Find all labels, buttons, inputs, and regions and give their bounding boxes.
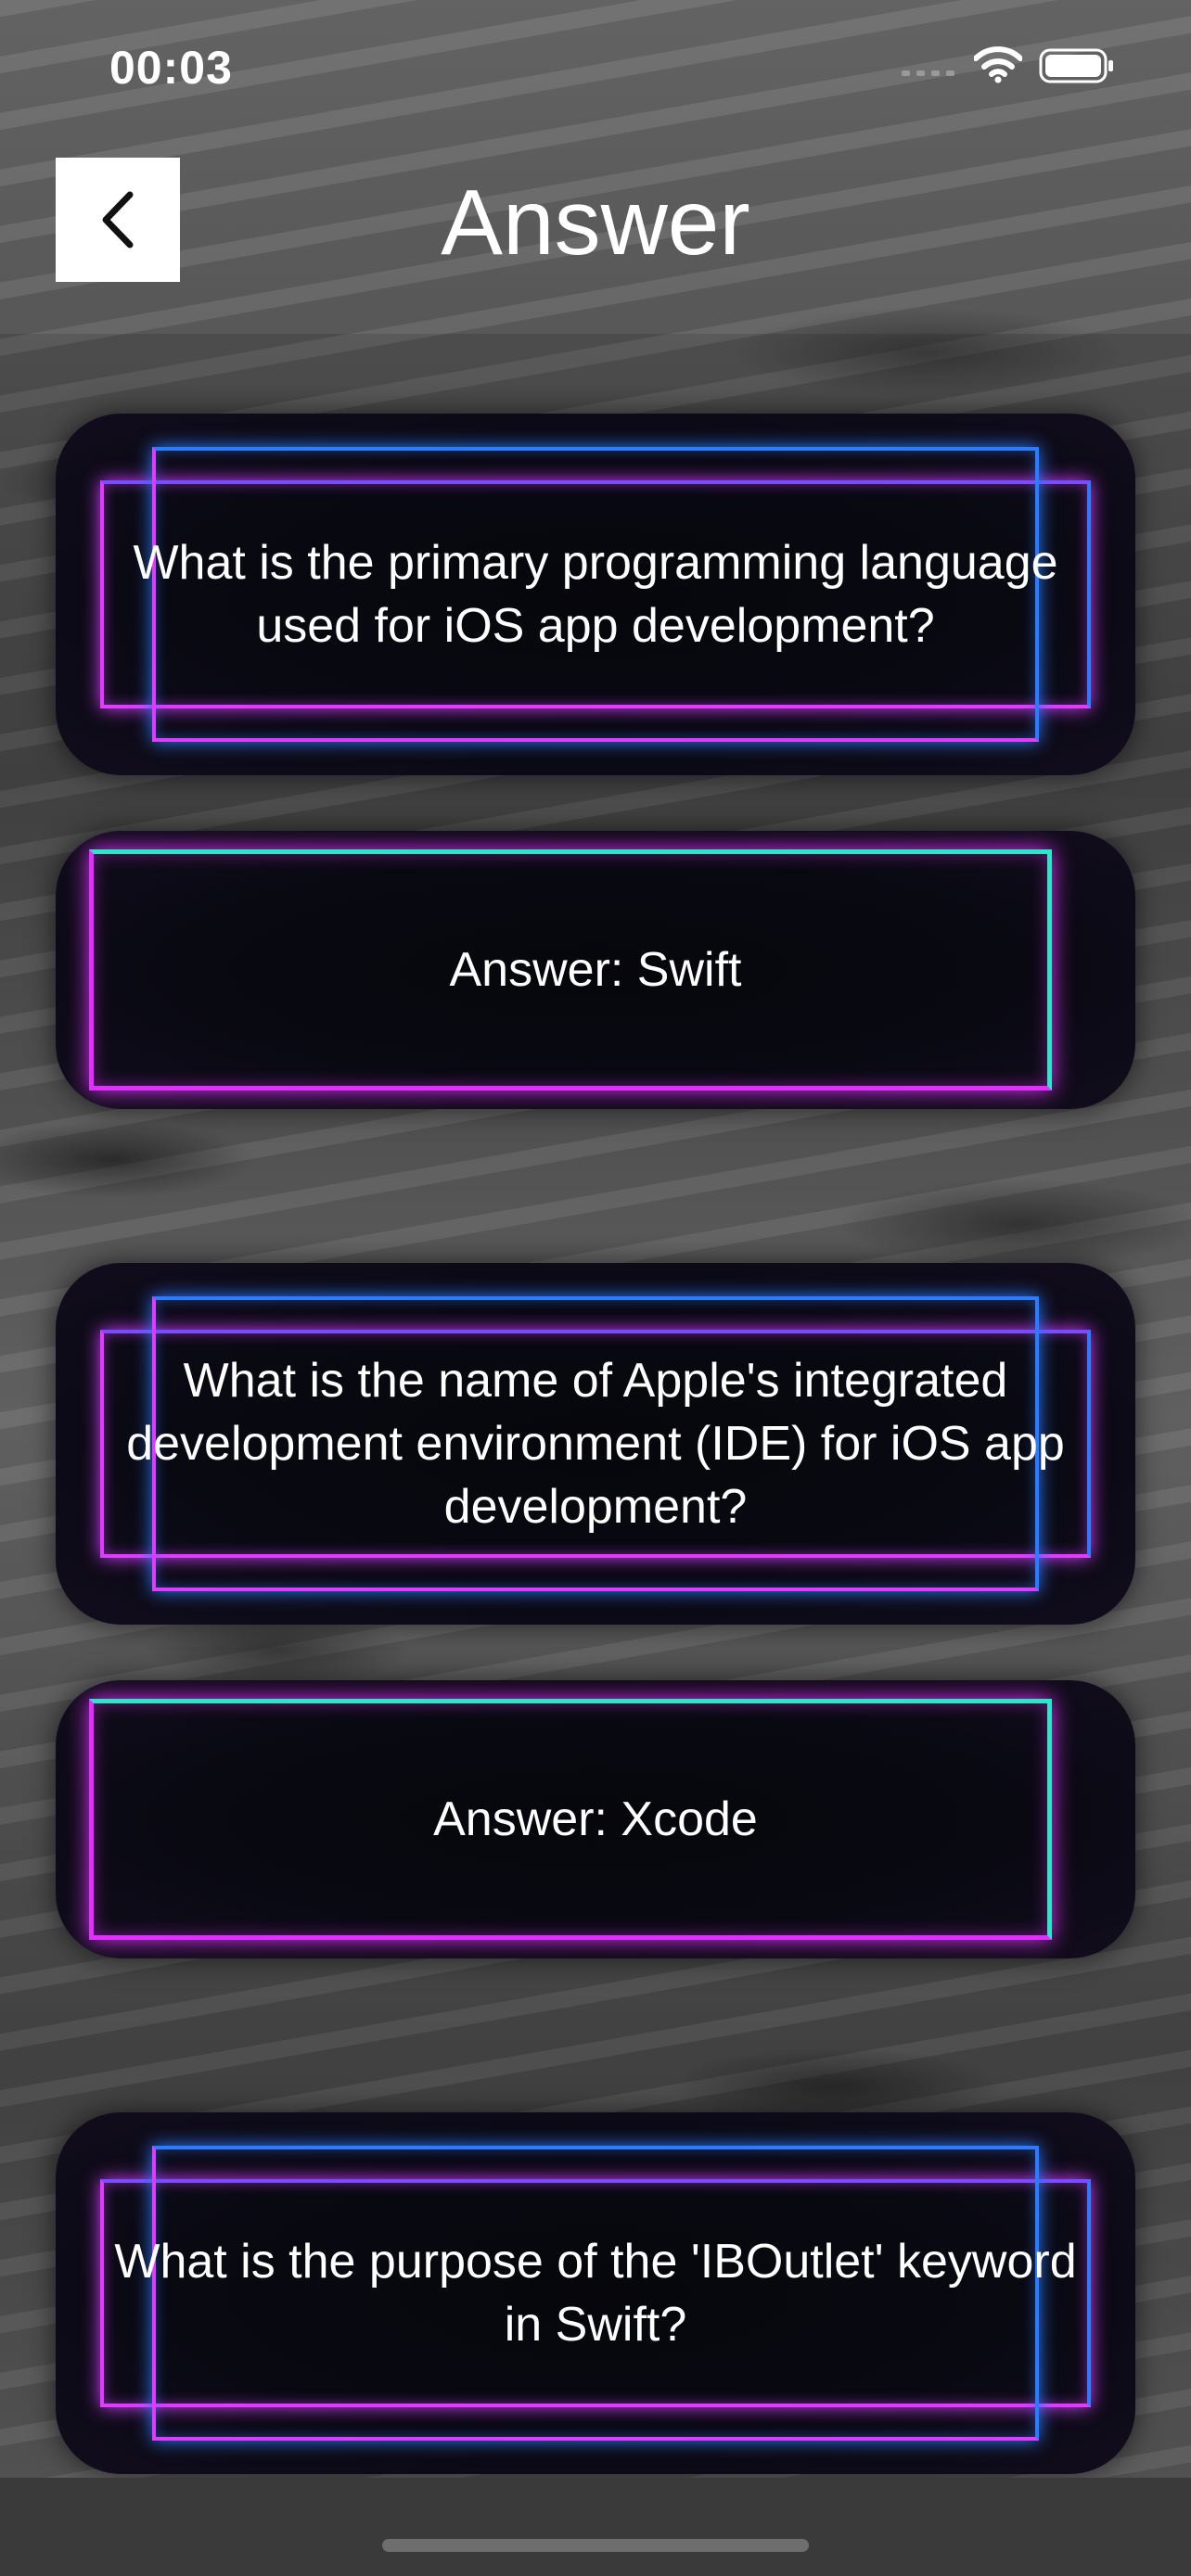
question-card: What is the purpose of the 'IBOutlet' ke… — [56, 2112, 1135, 2474]
cellular-signal-icon — [902, 70, 954, 76]
question-text: What is the primary programming language… — [133, 536, 1058, 653]
navigation-bar: Answer — [0, 130, 1191, 334]
status-time: 00:03 — [109, 42, 233, 94]
question-card: What is the name of Apple's integrated d… — [56, 1263, 1135, 1625]
home-indicator-area — [0, 2478, 1191, 2576]
status-bar: 00:03 — [0, 0, 1191, 130]
answer-text: Answer: Swift — [449, 943, 742, 997]
answer-text: Answer: Xcode — [433, 1792, 758, 1846]
question-text: What is the name of Apple's integrated d… — [126, 1354, 1065, 1534]
page-title: Answer — [441, 171, 750, 274]
chevron-left-icon — [102, 191, 134, 249]
question-card: What is the primary programming language… — [56, 414, 1135, 775]
wifi-icon — [974, 46, 1022, 83]
question-text: What is the purpose of the 'IBOutlet' ke… — [114, 2235, 1077, 2352]
answer-card: Answer: Xcode — [56, 1680, 1135, 1958]
answer-card: Answer: Swift — [56, 831, 1135, 1109]
battery-icon — [1039, 48, 1113, 83]
back-button[interactable] — [56, 158, 180, 282]
home-indicator[interactable] — [382, 2539, 809, 2552]
